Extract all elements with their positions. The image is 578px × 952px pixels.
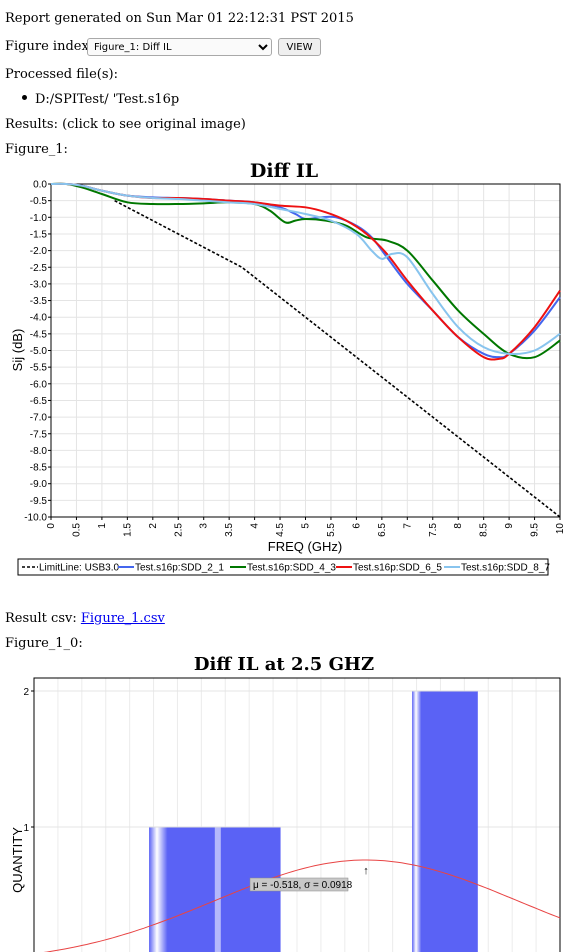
legend-entry: Test.s16p:SDD_4_3 [247,563,336,574]
x-axis: 0 0.5 1 1.5 2 2.5 3 3.5 4 4.5 5 5.5 6 6.5 7 7.5 8 8.5 9 9.5… [46,517,566,537]
x-tick-label: 2 [148,523,159,529]
y-tick-label: -4.0 [30,313,48,324]
y-tick-label: -10.0 [24,513,47,524]
diff-il-chart[interactable]: Diff IL 0.0 -0.5 -1.0 -1.5 -2.0 -2.5 -3.0 -3.5 -… [0,156,578,582]
x-tick-label: 7 [402,523,413,529]
y-tick-label: -5.0 [30,346,48,357]
chart-series [50,182,561,518]
result-csv-label: Result csv: [5,611,77,626]
x-tick-label: 2.5 [173,523,184,537]
y-tick-label: -3.0 [30,279,48,290]
y-tick-label: -2.5 [30,263,48,274]
x-tick-label: 8 [453,523,464,529]
legend-entry: Test.s16p:SDD_8_7 [461,563,550,574]
y-tick-label: -4.5 [30,329,48,340]
x-axis-label: FREQ (GHz) [268,539,342,554]
x-tick-label: 6.5 [377,523,388,537]
report-generated-text: Report generated on Sun Mar 01 22:12:31 … [5,11,354,26]
series-line [50,182,561,356]
series-line [114,199,561,518]
result-csv-link[interactable]: Figure_1.csv [80,611,165,626]
y-tick-label: -3.5 [30,296,48,307]
y-tick-label: -9.5 [30,496,48,507]
y-tick-label: -1.5 [30,229,48,240]
y-tick-label: -2.0 [30,246,48,257]
x-tick-label: 9 [504,523,515,529]
legend: LimitLine: USB3.0 Test.s16p:SDD_2_1 Test.s… [22,563,550,574]
y-tick-label: -7.0 [30,413,48,424]
fit-label: μ = -0.518, σ = 0.0918 [253,880,353,891]
histogram-bar [412,691,478,952]
y-tick-label: -1.0 [30,213,48,224]
chart-title: Diff IL [250,160,318,182]
x-tick-label: 4 [250,523,261,529]
histogram-y-tick-label: 2 [23,687,29,698]
chart-grid [50,183,561,518]
figure-index-label: Figure index: [5,39,94,54]
histogram-title: Diff IL at 2.5 GHZ [194,654,374,675]
legend-entry: Test.s16p:SDD_6_5 [353,563,442,574]
y-tick-label: -8.5 [30,463,48,474]
processed-files-label: Processed file(s): [5,67,118,82]
fit-arrow: ↑ [363,865,369,877]
x-tick-label: 10 [555,523,566,535]
result-csv-line: Result csv: Figure_1.csv [5,611,165,626]
y-tick-label: -5.5 [30,363,48,374]
histogram-y-axis-label: QUANTITY [10,827,25,893]
legend-box [17,558,549,576]
y-tick-label: -0.5 [30,196,48,207]
normal-fit-curve [43,859,561,952]
legend-entry: Test.s16p:SDD_2_1 [135,563,224,574]
x-tick-label: 5 [301,523,312,529]
processed-file-item: D:/SPITest/ 'Test.s16p [22,92,179,107]
fit-annotation: ↑ μ = -0.518, σ = 0.0918 [249,865,369,892]
x-tick-label: 3 [199,523,210,529]
x-tick-label: 5.5 [326,523,337,537]
y-axis-label: Sij (dB) [10,329,25,372]
y-tick-label: -6.0 [30,379,48,390]
diff-il-histogram[interactable]: Diff IL at 2.5 GHZ 12 QUANTITY ↑ μ = -0.… [0,650,578,952]
x-tick-label: 8.5 [479,523,490,537]
series-line [50,182,561,360]
x-tick-label: 1 [97,523,108,529]
x-tick-label: 0 [46,523,57,529]
figure-index-select[interactable]: Figure_1: Diff IL [87,38,272,56]
histogram-bars [149,690,478,952]
x-tick-label: 1.5 [122,523,133,537]
x-tick-label: 3.5 [224,523,235,537]
figure-1-0-label: Figure_1_0: [5,636,83,651]
figure-1-label: Figure_1: [5,142,68,157]
y-tick-label: 0.0 [33,180,47,191]
y-tick-label: -9.0 [30,479,48,490]
y-axis: 0.0 -0.5 -1.0 -1.5 -2.0 -2.5 -3.0 -3.5 -4.0 -4.5 -… [24,180,51,524]
histogram-y-tick-label: 1 [23,823,29,834]
histogram-y-axis: 12 [23,687,34,834]
view-button[interactable]: VIEW [278,38,321,56]
fit-label-bg [249,877,349,892]
x-tick-label: 0.5 [71,523,82,537]
bar-highlight [214,827,221,952]
x-tick-label: 4.5 [275,523,286,537]
y-tick-label: -7.5 [30,429,48,440]
legend-entry: LimitLine: USB3.0 [39,563,119,574]
histogram-frame [33,677,561,952]
x-tick-label: 7.5 [428,523,439,537]
processed-file-name: D:/SPITest/ 'Test.s16p [35,92,180,107]
bullet-icon [22,95,27,100]
x-tick-label: 6 [351,523,362,529]
x-tick-label: 9.5 [530,523,541,537]
results-label: Results: (click to see original image) [5,117,246,132]
y-tick-label: -6.5 [30,396,48,407]
y-tick-label: -8.0 [30,446,48,457]
histogram-grid [34,678,560,952]
